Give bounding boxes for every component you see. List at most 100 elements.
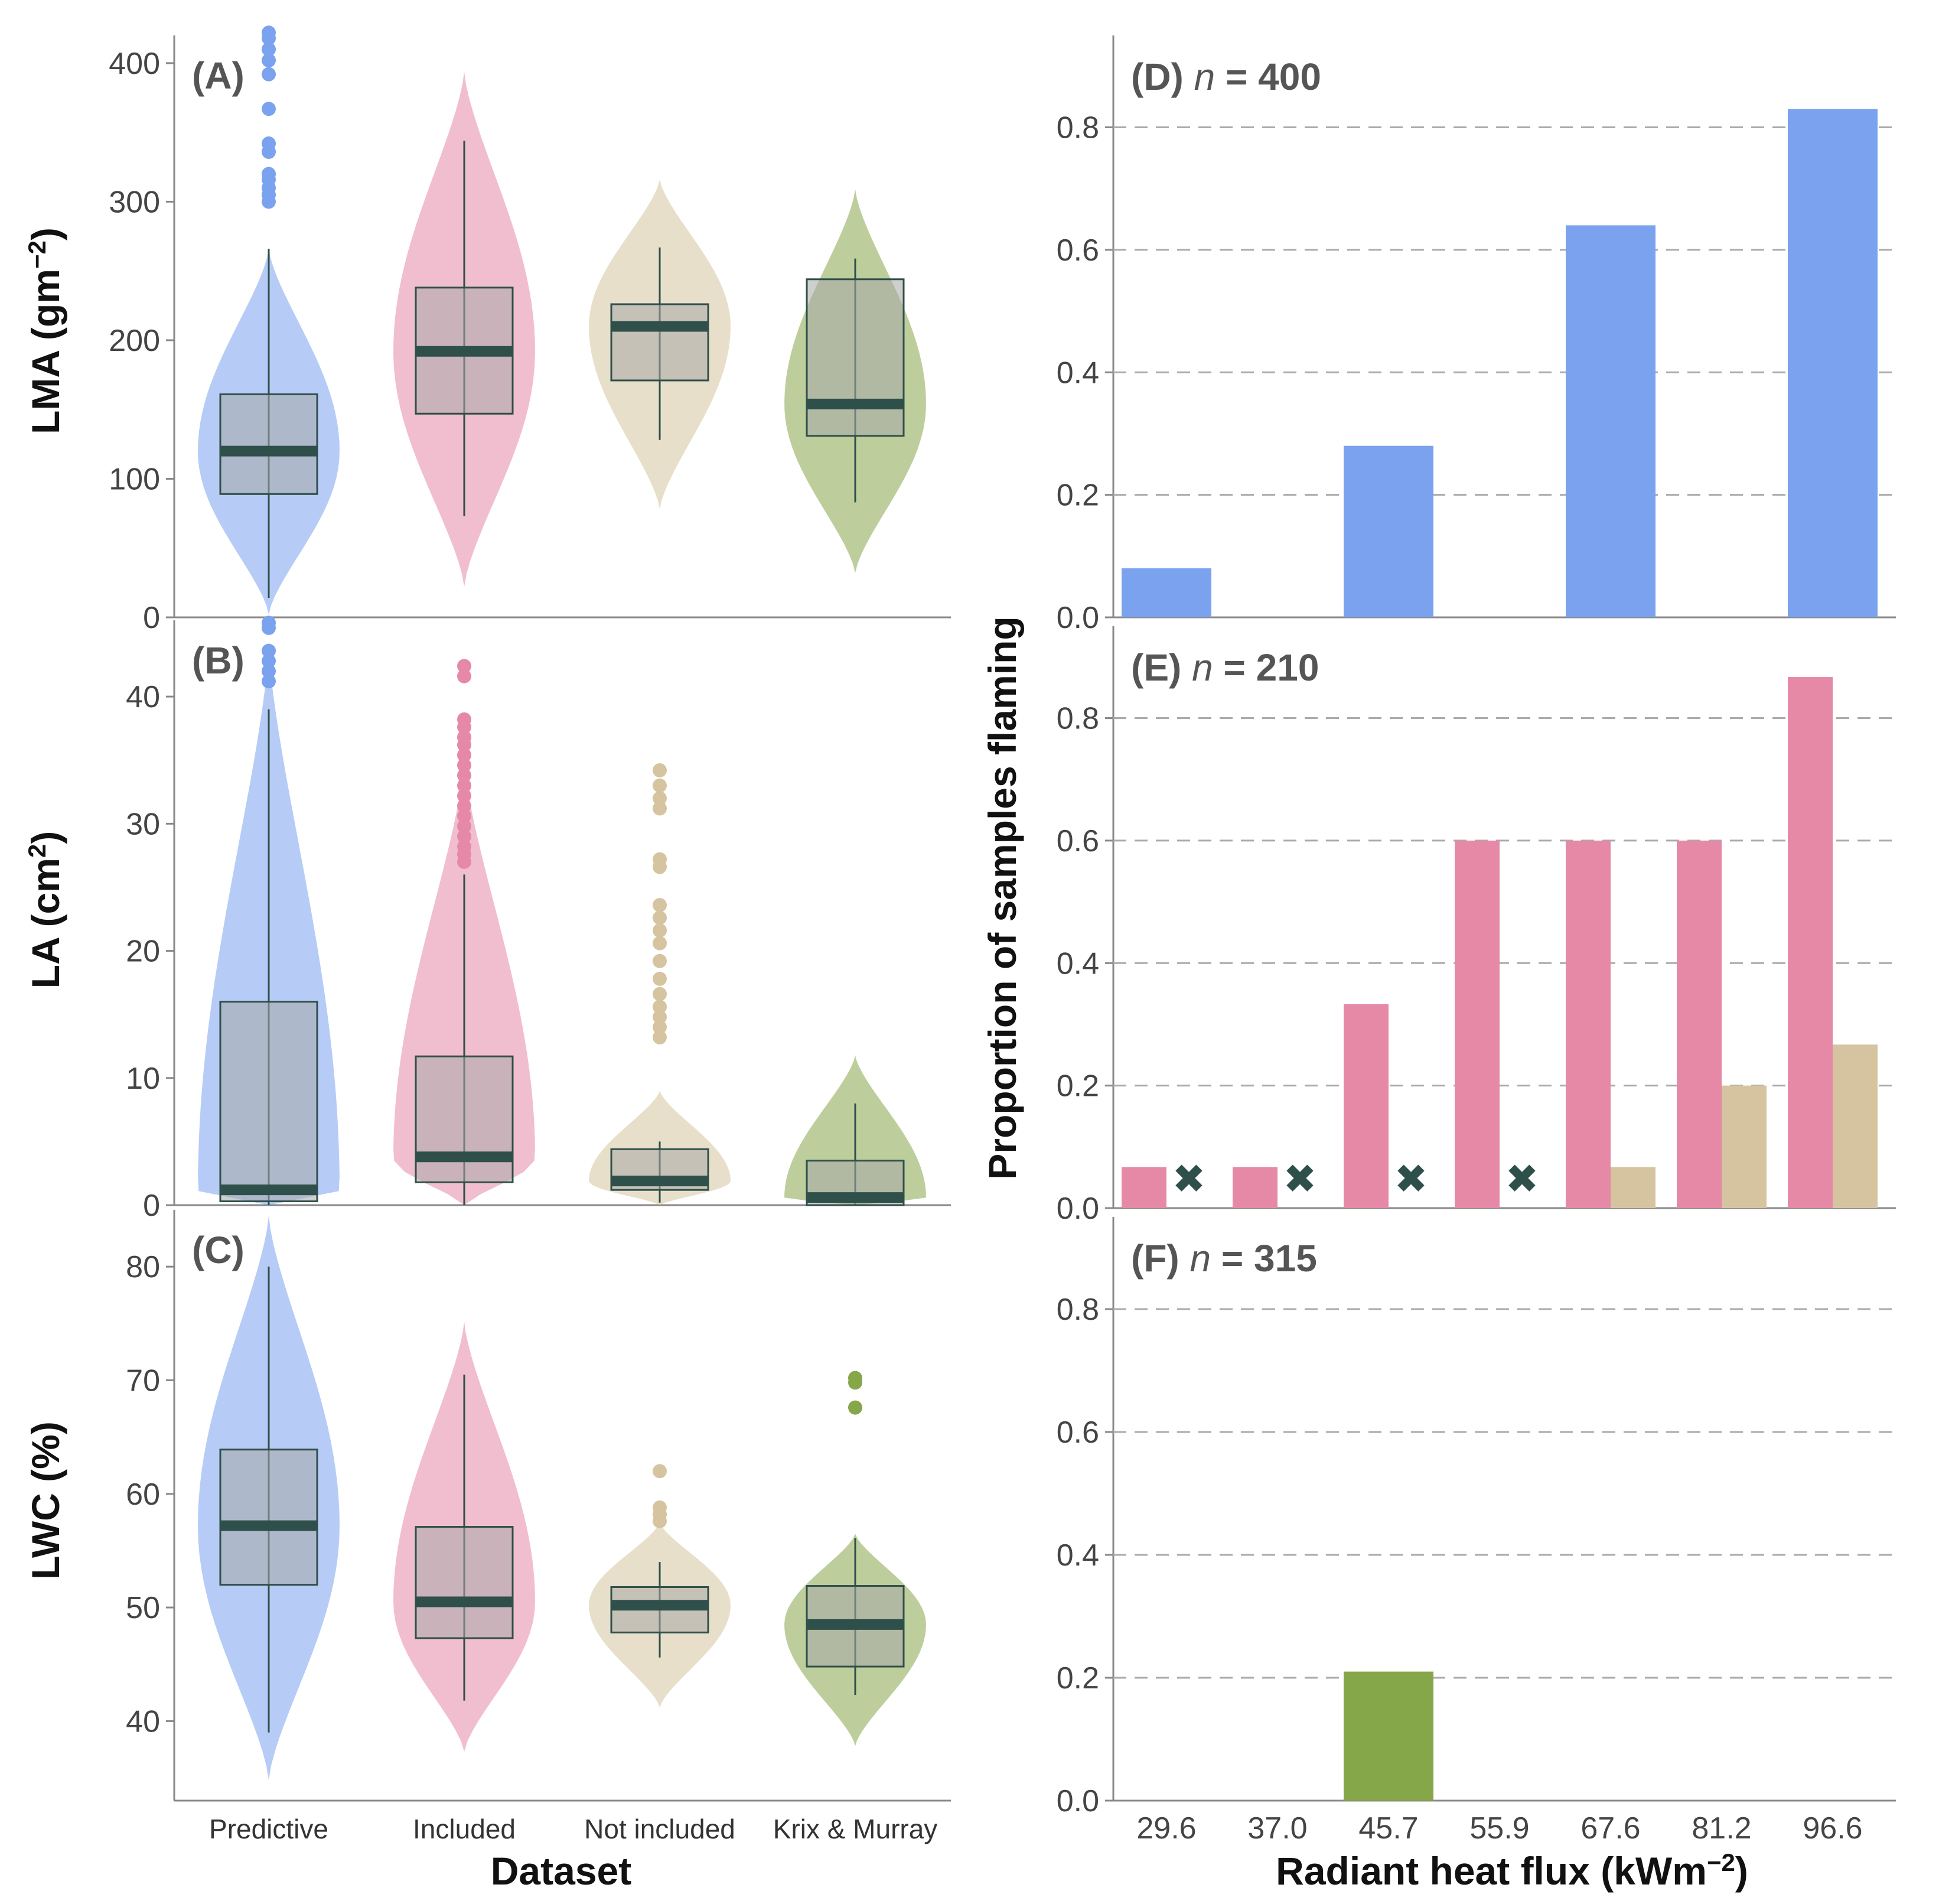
xlabel-heat-flux: Radiant heat flux (kWm−2) (1276, 1848, 1748, 1893)
outlier-point (457, 730, 471, 744)
outlier-point (262, 616, 276, 630)
outlier-point (457, 789, 471, 803)
x-category-label: Krix & Murray (773, 1814, 938, 1844)
bar-predictive (1788, 109, 1878, 618)
y-tick-label: 300 (109, 185, 160, 219)
outlier-point (262, 674, 276, 689)
y-tick-label: 10 (126, 1062, 160, 1096)
outlier-point (653, 953, 667, 968)
outlier-point (262, 167, 276, 181)
y-tick-label: 20 (126, 935, 160, 969)
box (415, 1526, 514, 1639)
y-tick-label: 0.6 (1057, 824, 1099, 858)
outlier-point (262, 664, 276, 679)
outlier-point (457, 659, 471, 673)
outlier-point (653, 778, 667, 793)
y-tick-label: 0.0 (1057, 601, 1099, 635)
xlabel-dataset: Dataset (491, 1849, 631, 1893)
y-tick-label: 100 (109, 462, 160, 496)
y-tick-label: 0.2 (1057, 1661, 1099, 1695)
x-category-label: Not included (584, 1814, 735, 1844)
y-tick-label: 40 (126, 1704, 160, 1739)
panels: 0 100 200 300 400 (A) 0 10 20 30 40 (B) 40 50 60 70 80 (C… (109, 25, 1896, 1846)
y-tick-label: 80 (126, 1250, 160, 1284)
outlier-point (457, 748, 471, 763)
bar-predictive (1566, 225, 1656, 618)
outlier-point (653, 1020, 667, 1034)
y-tick-label: 40 (126, 680, 160, 714)
outlier-point (262, 102, 276, 116)
not-available-marker: ✖ (1283, 1156, 1317, 1203)
panel-f: 0.0 0.2 0.4 0.6 0.8 (F) n = 315 29.6 37.0 45.7 55… (1057, 1217, 1896, 1846)
outlier-point (457, 799, 471, 813)
box (219, 393, 318, 495)
y-tick-label: 0.8 (1057, 702, 1099, 736)
y-tick-label: 0.6 (1057, 1415, 1099, 1450)
y-tick-label: 0.8 (1057, 111, 1099, 145)
bar-included (1455, 840, 1500, 1208)
outlier-point (653, 971, 667, 986)
panel-d: 0.0 0.2 0.4 0.6 0.8 (D) n = 400 (1057, 35, 1896, 635)
panel-label: (B) (192, 639, 245, 682)
outlier-point (262, 53, 276, 68)
bar-not-included (1833, 1044, 1878, 1208)
bar-krix-murray (1344, 1671, 1433, 1801)
outlier-point (457, 768, 471, 783)
panel-label: (D) n = 400 (1131, 56, 1321, 98)
x-tick-label: 67.6 (1580, 1811, 1640, 1846)
outlier-point (653, 801, 667, 816)
y-tick-label: 0.4 (1057, 356, 1099, 390)
outlier-point (457, 778, 471, 793)
bar-included (1122, 1167, 1166, 1208)
outlier-point (653, 852, 667, 867)
panel-label: (F) n = 315 (1131, 1237, 1317, 1280)
panel-e: 0.0 0.2 0.4 0.6 0.8 (E) n = 210 ✖ ✖ ✖ ✖ (1057, 626, 1896, 1226)
y-tick-label: 0.0 (1057, 1192, 1099, 1226)
outlier-point (262, 653, 276, 668)
panel-b: 0 10 20 30 40 (B) (126, 616, 951, 1223)
outlier-point (262, 25, 276, 40)
outlier-point (457, 829, 471, 844)
y-tick-label: 0.6 (1057, 233, 1099, 268)
outlier-point (262, 136, 276, 151)
panel-label: (A) (192, 54, 245, 97)
outlier-point (457, 758, 471, 773)
y-tick-label: 70 (126, 1363, 160, 1398)
outlier-point (848, 1400, 862, 1415)
panel-a: 0 100 200 300 400 (A) (109, 25, 951, 635)
y-tick-label: 0 (143, 601, 160, 635)
panel-c: 40 50 60 70 80 (C) Predictive Included Not inclu… (126, 1210, 951, 1844)
outlier-point (848, 1371, 862, 1385)
panel-label: (C) (192, 1229, 245, 1271)
panel-label: (E) n = 210 (1131, 646, 1319, 689)
box (415, 1055, 514, 1183)
ylabel-la: LA (cm2) (23, 831, 68, 989)
bar-predictive (1344, 445, 1433, 617)
ylabel-proportion: Proportion of samples flaming (980, 616, 1024, 1179)
y-tick-label: 0.4 (1057, 1538, 1099, 1573)
not-available-marker: ✖ (1172, 1156, 1206, 1203)
outlier-point (653, 923, 667, 938)
y-tick-label: 0.2 (1057, 1069, 1099, 1104)
x-tick-label: 45.7 (1358, 1811, 1418, 1846)
y-tick-label: 400 (109, 47, 160, 81)
y-tick-label: 30 (126, 807, 160, 841)
y-tick-label: 0.4 (1057, 946, 1099, 981)
x-tick-label: 96.6 (1803, 1811, 1862, 1846)
box (610, 303, 709, 382)
outlier-point (653, 936, 667, 951)
bar-included (1233, 1167, 1278, 1208)
not-available-marker: ✖ (1505, 1156, 1539, 1203)
outlier-point (653, 1000, 667, 1014)
outlier-point (653, 763, 667, 777)
bar-not-included (1611, 1167, 1656, 1208)
outlier-point (653, 987, 667, 1001)
y-tick-label: 0.2 (1057, 479, 1099, 513)
y-tick-label: 0.0 (1057, 1784, 1099, 1818)
outlier-point (653, 1010, 667, 1024)
outlier-point (653, 791, 667, 806)
bar-included (1788, 677, 1833, 1208)
box (806, 278, 905, 437)
outlier-point (457, 839, 471, 854)
